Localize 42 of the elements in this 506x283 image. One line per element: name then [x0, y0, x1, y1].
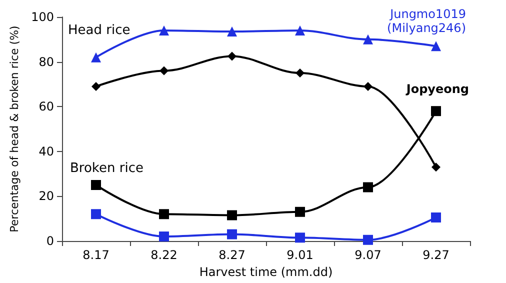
point	[432, 162, 440, 172]
point	[227, 210, 237, 220]
y-tick-label: 100	[31, 10, 54, 24]
point	[363, 34, 373, 44]
series-label: Jungmo1019 (Milyang246)	[387, 7, 466, 36]
annotation: Broken rice	[70, 161, 144, 176]
x-tick-label: 8.22	[150, 248, 178, 262]
point	[363, 234, 373, 245]
point	[431, 41, 441, 52]
point	[431, 212, 441, 222]
point	[160, 66, 168, 76]
x-tick-label: 8.17	[82, 248, 110, 262]
x-tick-label: 9.27	[422, 248, 450, 262]
x-tick-label: 9.07	[354, 248, 382, 262]
point	[296, 68, 304, 78]
point	[363, 182, 373, 192]
point	[364, 82, 372, 91]
x-tick-label: 8.27	[218, 248, 246, 262]
point	[92, 82, 100, 91]
x-tick-label: 9.01	[286, 248, 314, 262]
point	[91, 209, 101, 220]
point	[159, 25, 169, 36]
y-axis-title: Percentage of head & broken rice (%)	[8, 26, 22, 232]
x-axis-title: Harvest time (mm.dd)	[199, 264, 333, 279]
annotation: Head rice	[68, 23, 130, 38]
point	[431, 106, 441, 116]
point	[91, 180, 101, 190]
y-tick-label: 40	[38, 144, 54, 158]
point	[295, 206, 305, 217]
y-tick-label: 60	[38, 100, 54, 114]
point	[159, 209, 169, 220]
y-tick-label: 80	[38, 54, 54, 69]
y-tick-label: 0	[46, 234, 54, 248]
point	[227, 26, 237, 37]
point	[295, 25, 305, 36]
point	[228, 52, 236, 61]
point	[91, 52, 101, 62]
y-tick-label: 20	[38, 189, 54, 204]
series-label: Jopyeong	[405, 82, 469, 96]
point	[295, 232, 305, 243]
point	[159, 232, 169, 242]
point	[227, 229, 237, 240]
